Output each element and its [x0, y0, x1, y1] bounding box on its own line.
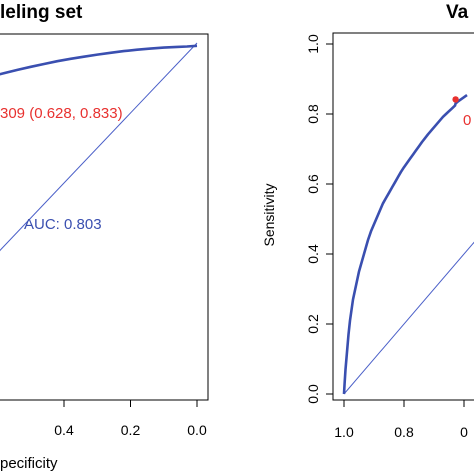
- right-plot-frame: [332, 32, 474, 401]
- y-tick-label: 0.2: [305, 314, 321, 334]
- left-panel: leling set 0.4 0.2 0.0 pecificity 309 (0.6…: [0, 2, 209, 472]
- right-threshold-point: [452, 96, 459, 103]
- left-x-label: pecificity: [0, 455, 58, 472]
- x-tick-label: 0.0: [187, 422, 207, 438]
- right-reference-line: [343, 241, 474, 395]
- y-tick-label: 0.8: [305, 104, 321, 124]
- left-x-axis: 0.4 0.2 0.0: [54, 400, 207, 438]
- left-reference-line: [0, 42, 198, 252]
- left-threshold-label: 309 (0.628, 0.833): [0, 105, 123, 122]
- y-tick-label: 0.0: [305, 384, 321, 404]
- right-panel: Va 0.0 0.2 0.4 0.6 0.8 1.0 1.0 0.8 0 Sensitivit…: [261, 2, 474, 440]
- x-tick-label: 1.0: [334, 424, 354, 440]
- right-title: Va: [446, 2, 469, 23]
- right-roc-curve: [342, 94, 468, 395]
- left-plot-frame: [0, 33, 209, 401]
- x-tick-label: 0.8: [394, 424, 414, 440]
- right-x-axis: 1.0 0.8 0: [334, 400, 468, 440]
- y-tick-label: 0.6: [305, 174, 321, 194]
- right-y-axis: 0.0 0.2 0.4 0.6 0.8 1.0: [305, 34, 333, 404]
- x-tick-label: 0.4: [54, 422, 74, 438]
- right-threshold-label: 0: [463, 112, 471, 129]
- left-title: leling set: [0, 2, 83, 23]
- x-tick-label: 0.2: [121, 422, 141, 438]
- right-y-label: Sensitivity: [261, 183, 277, 246]
- left-auc-label: AUC: 0.803: [24, 216, 102, 233]
- left-roc-curve: [0, 44, 198, 76]
- y-tick-label: 1.0: [305, 34, 321, 54]
- y-tick-label: 0.4: [305, 244, 321, 264]
- x-tick-label: 0: [460, 424, 468, 440]
